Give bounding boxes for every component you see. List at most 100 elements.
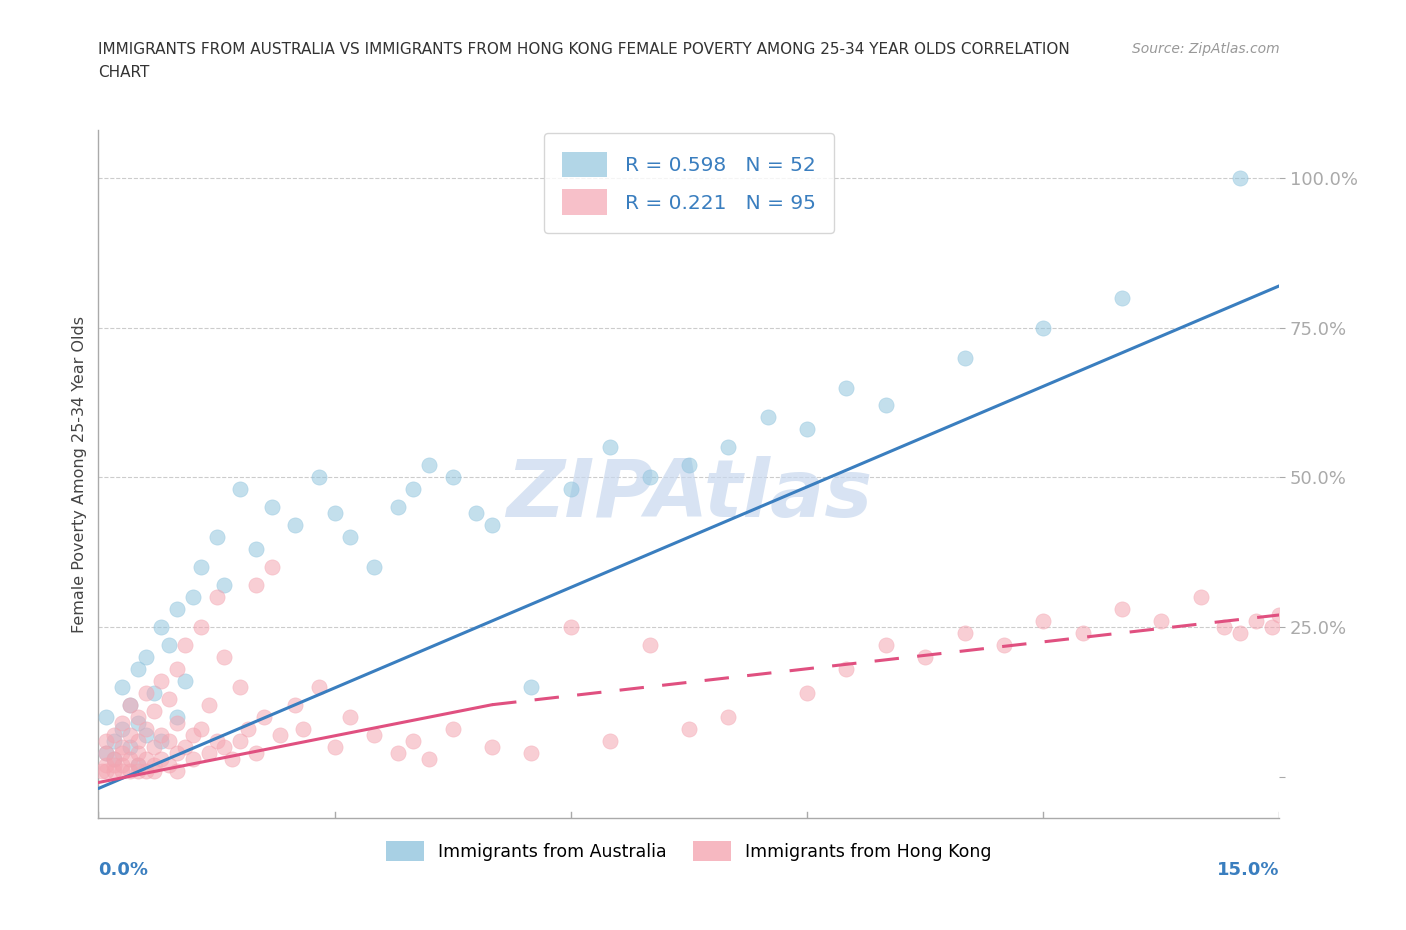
Point: [323, 739, 346, 754]
Point: [284, 698, 307, 712]
Point: [91, 764, 114, 778]
Point: [1244, 614, 1267, 629]
Point: [96, 733, 118, 748]
Point: [205, 530, 228, 545]
Point: [127, 661, 149, 676]
Point: [599, 733, 621, 748]
Point: [157, 691, 180, 706]
Point: [135, 685, 157, 700]
Point: [214, 739, 236, 754]
Point: [190, 560, 212, 575]
Point: [166, 764, 188, 778]
Point: [181, 727, 204, 742]
Point: [96, 745, 118, 760]
Point: [835, 661, 858, 676]
Point: [96, 764, 118, 778]
Point: [127, 757, 149, 772]
Point: [166, 745, 188, 760]
Point: [1189, 590, 1212, 604]
Point: [118, 751, 141, 766]
Point: [418, 458, 440, 472]
Point: [520, 679, 543, 694]
Point: [127, 757, 149, 772]
Point: [599, 440, 621, 455]
Point: [135, 727, 157, 742]
Point: [205, 733, 228, 748]
Point: [339, 710, 361, 724]
Point: [118, 764, 141, 778]
Point: [796, 685, 818, 700]
Point: [111, 679, 134, 694]
Point: [174, 739, 197, 754]
Point: [363, 727, 385, 742]
Point: [190, 721, 212, 736]
Point: [245, 578, 267, 592]
Point: [118, 727, 141, 742]
Point: [118, 739, 141, 754]
Point: [520, 745, 543, 760]
Point: [441, 721, 464, 736]
Point: [402, 733, 425, 748]
Point: [1111, 290, 1133, 305]
Point: [103, 764, 125, 778]
Point: [339, 530, 361, 545]
Point: [135, 649, 157, 664]
Point: [166, 661, 188, 676]
Point: [418, 751, 440, 766]
Point: [166, 602, 188, 617]
Point: [111, 764, 134, 778]
Point: [103, 757, 125, 772]
Point: [127, 715, 149, 730]
Point: [150, 727, 173, 742]
Text: 15.0%: 15.0%: [1218, 860, 1279, 879]
Point: [1032, 614, 1054, 629]
Point: [481, 739, 503, 754]
Point: [150, 673, 173, 688]
Point: [236, 721, 259, 736]
Point: [111, 721, 134, 736]
Point: [214, 649, 236, 664]
Text: IMMIGRANTS FROM AUSTRALIA VS IMMIGRANTS FROM HONG KONG FEMALE POVERTY AMONG 25-3: IMMIGRANTS FROM AUSTRALIA VS IMMIGRANTS …: [98, 42, 1070, 57]
Point: [135, 764, 157, 778]
Point: [387, 499, 409, 514]
Point: [197, 745, 219, 760]
Point: [253, 710, 276, 724]
Point: [229, 733, 252, 748]
Point: [875, 398, 897, 413]
Point: [756, 410, 779, 425]
Point: [174, 673, 197, 688]
Point: [914, 649, 936, 664]
Point: [363, 560, 385, 575]
Point: [118, 698, 141, 712]
Point: [953, 626, 976, 641]
Point: [717, 710, 740, 724]
Point: [465, 506, 488, 521]
Point: [181, 751, 204, 766]
Point: [111, 739, 134, 754]
Point: [205, 590, 228, 604]
Point: [993, 637, 1015, 652]
Text: Source: ZipAtlas.com: Source: ZipAtlas.com: [1132, 42, 1279, 56]
Point: [308, 679, 330, 694]
Point: [118, 698, 141, 712]
Point: [214, 578, 236, 592]
Point: [142, 764, 165, 778]
Y-axis label: Female Poverty Among 25-34 Year Olds: Female Poverty Among 25-34 Year Olds: [72, 316, 87, 632]
Point: [103, 751, 125, 766]
Point: [638, 470, 661, 485]
Point: [96, 745, 118, 760]
Point: [127, 745, 149, 760]
Point: [127, 710, 149, 724]
Point: [150, 619, 173, 634]
Point: [1071, 626, 1094, 641]
Point: [150, 733, 173, 748]
Point: [166, 715, 188, 730]
Text: CHART: CHART: [98, 65, 150, 80]
Point: [1260, 619, 1282, 634]
Point: [387, 745, 409, 760]
Point: [157, 757, 180, 772]
Text: 0.0%: 0.0%: [98, 860, 149, 879]
Point: [166, 710, 188, 724]
Point: [717, 440, 740, 455]
Point: [96, 757, 118, 772]
